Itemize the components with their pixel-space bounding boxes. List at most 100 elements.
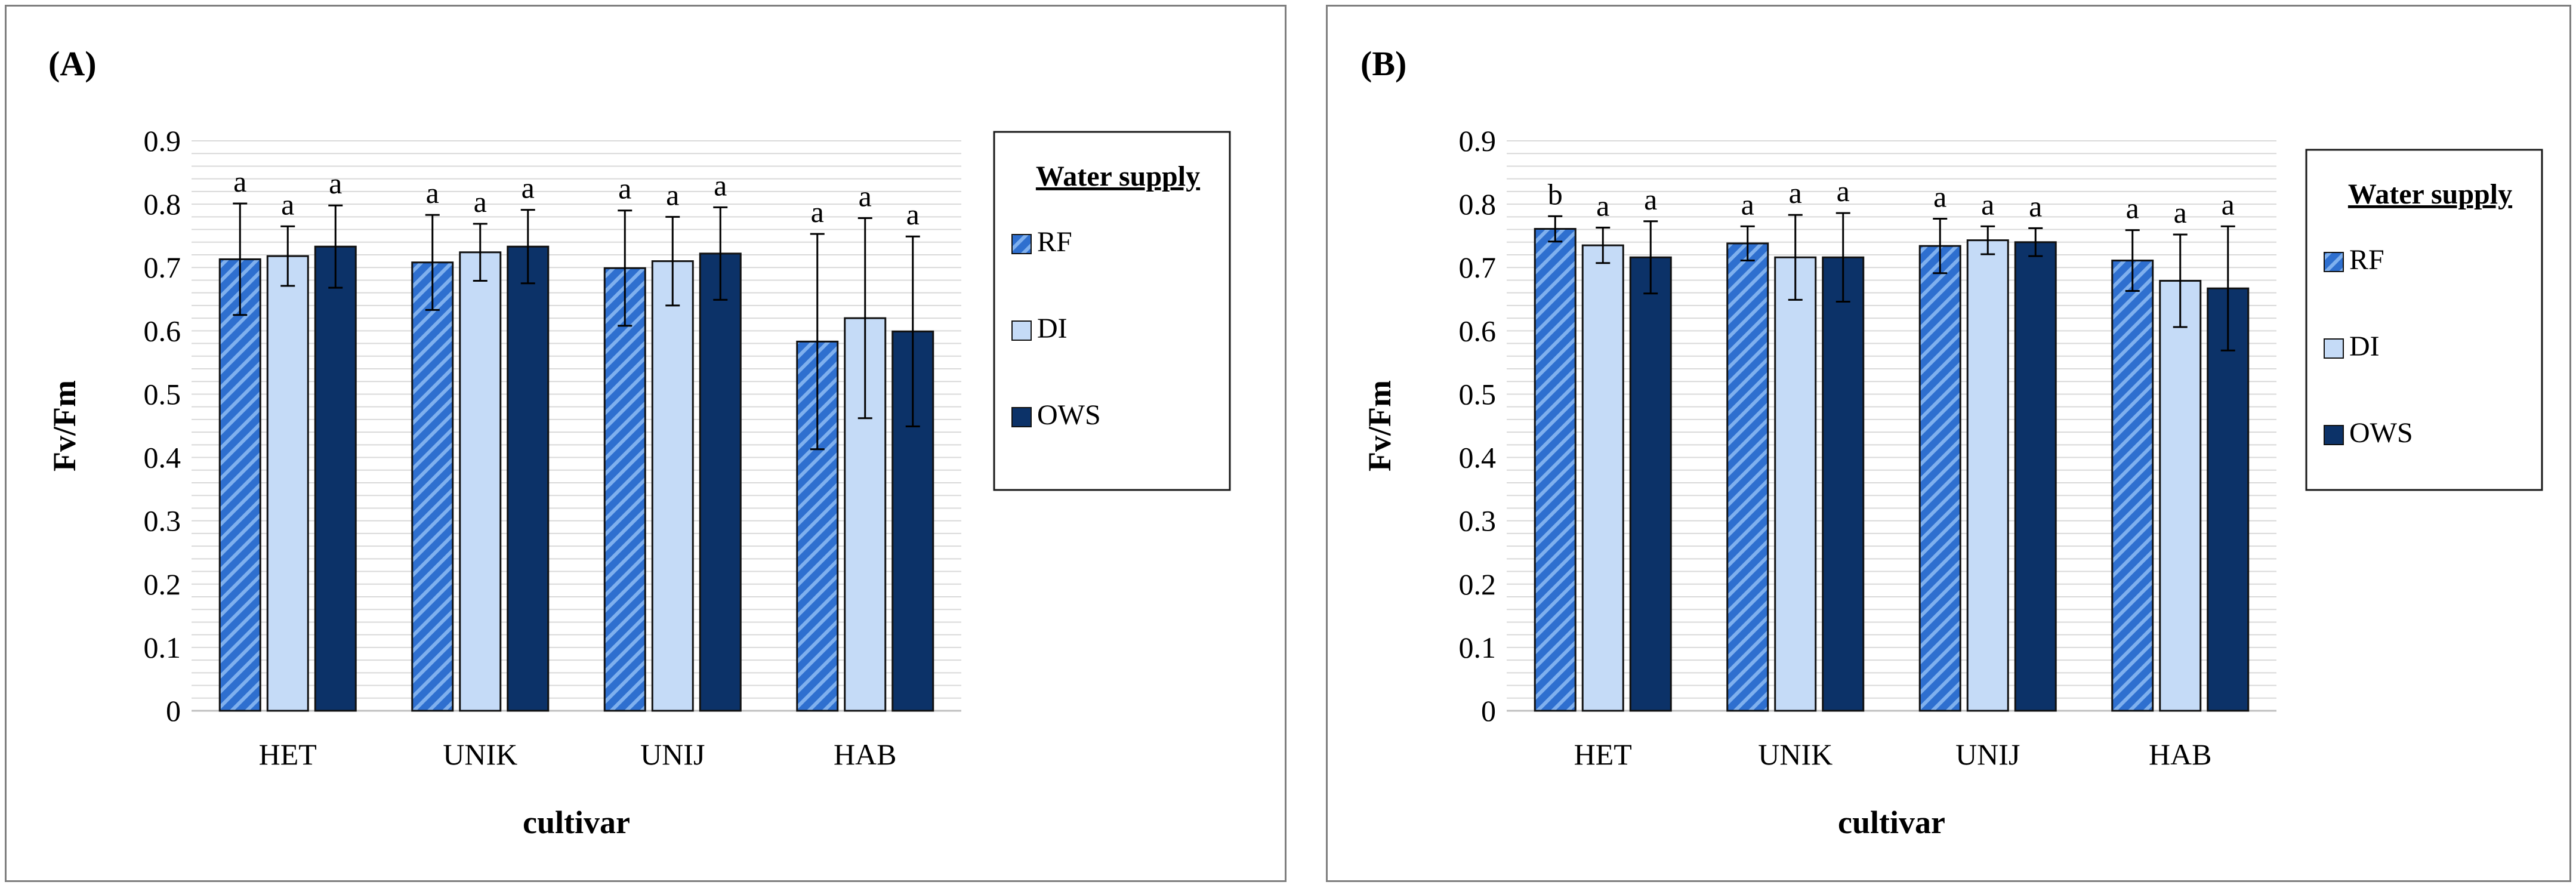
y-tick-label: 0.5 xyxy=(1459,377,1497,411)
y-tick-label: 0.7 xyxy=(1459,251,1497,284)
significance-letter: a xyxy=(859,179,872,212)
panel-label: (B) xyxy=(1361,44,1406,83)
significance-letter: a xyxy=(1644,183,1657,216)
x-tick-label: UNIK xyxy=(443,738,517,771)
significance-letter: a xyxy=(811,195,824,229)
y-tick-label: 0.2 xyxy=(1459,568,1497,601)
y-tick-label: 0 xyxy=(166,694,181,727)
y-tick-label: 0.7 xyxy=(144,251,181,284)
significance-letter: a xyxy=(2029,189,2042,223)
significance-letter: a xyxy=(906,198,920,231)
legend-title: Water supply xyxy=(1036,161,1200,192)
y-tick-label: 0.4 xyxy=(144,441,181,474)
bar-ows xyxy=(1629,256,1672,712)
legend-swatch-ows xyxy=(1011,407,1032,427)
y-tick-label: 0.9 xyxy=(1459,124,1497,158)
significance-letter: a xyxy=(426,176,439,209)
y-axis-title: Fv/Fm xyxy=(1362,380,1397,471)
bar-rf xyxy=(1726,242,1769,712)
y-tick-label: 0.3 xyxy=(1459,504,1497,538)
panel-a: (A) 0 0.1 0.2 0.3 0.4 0.5 0.6 0.7 0.8 0.9 Fv/Fm HET a… xyxy=(5,5,1287,882)
legend-swatch-di xyxy=(2324,338,2344,359)
bar-rf xyxy=(2111,260,2154,712)
bar-ows xyxy=(314,245,357,712)
chart-b-svg: (B) 0 0.1 0.2 0.3 0.4 0.5 0.6 0.7 0.8 0.9 Fv/Fm HET b… xyxy=(1361,44,2543,840)
significance-letter: a xyxy=(1789,176,1802,209)
legend-box xyxy=(993,131,1231,491)
significance-letter: a xyxy=(1596,189,1609,222)
y-tick-label: 0.1 xyxy=(1459,631,1497,664)
significance-letter: a xyxy=(329,167,342,200)
legend-box xyxy=(2305,149,2543,491)
bar-rf xyxy=(1918,245,1961,712)
bar-ows xyxy=(2207,287,2250,712)
significance-letter: a xyxy=(2174,196,2187,229)
significance-letter: a xyxy=(714,168,727,202)
y-tick-label: 0.6 xyxy=(1459,314,1497,347)
bar-di xyxy=(651,260,694,712)
bar-di xyxy=(1581,244,1624,712)
x-axis-title: cultivar xyxy=(523,804,630,840)
bar-ows xyxy=(2014,241,2057,712)
significance-letter: a xyxy=(1741,187,1754,221)
x-tick-label: UNIK xyxy=(1758,738,1832,771)
bar-ows xyxy=(699,252,742,712)
legend-label-rf: RF xyxy=(2349,244,2384,276)
chart-a-svg: (A) 0 0.1 0.2 0.3 0.4 0.5 0.6 0.7 0.8 0.9 Fv/Fm HET a… xyxy=(47,44,1231,840)
x-tick-label: HAB xyxy=(2149,738,2212,771)
significance-letter: a xyxy=(618,172,631,205)
bar-di xyxy=(459,251,502,712)
panel-label: (A) xyxy=(48,44,97,83)
panel-b: (B) 0 0.1 0.2 0.3 0.4 0.5 0.6 0.7 0.8 0.9 Fv/Fm HET b… xyxy=(1326,5,2571,882)
bar-rf xyxy=(218,258,261,712)
legend-swatch-di xyxy=(1011,320,1032,341)
bar-di xyxy=(266,255,309,712)
significance-letter: a xyxy=(2222,187,2235,221)
legend-swatch-rf xyxy=(2324,252,2344,272)
significance-letter: a xyxy=(233,165,246,198)
bar-di xyxy=(2159,280,2202,712)
legend-swatch-ows xyxy=(2324,425,2344,445)
y-axis-title: Fv/Fm xyxy=(47,380,82,471)
significance-letter: a xyxy=(1981,187,1994,221)
bar-ows xyxy=(507,245,550,712)
significance-letter: a xyxy=(666,178,679,211)
bar-rf xyxy=(411,261,454,712)
bar-di xyxy=(1774,256,1817,712)
x-tick-label: HET xyxy=(1574,738,1632,771)
bar-rf xyxy=(1534,227,1577,712)
x-tick-label: HAB xyxy=(834,738,897,771)
legend-label-di: DI xyxy=(2349,331,2380,362)
significance-letter: a xyxy=(522,171,535,205)
significance-letter: a xyxy=(1933,180,1946,214)
y-tick-label: 0.2 xyxy=(144,568,181,601)
x-tick-label: UNIJ xyxy=(640,738,705,771)
bar-ows xyxy=(1822,256,1865,712)
legend-swatch-rf xyxy=(1011,234,1032,254)
legend-title: Water supply xyxy=(2348,178,2512,210)
significance-letter: a xyxy=(1837,174,1850,208)
significance-letter: b xyxy=(1548,177,1563,211)
y-tick-label: 0.8 xyxy=(1459,187,1497,221)
significance-letter: a xyxy=(281,187,294,221)
x-tick-label: UNIJ xyxy=(1955,738,2020,771)
y-tick-label: 0.6 xyxy=(144,314,181,347)
significance-letter: a xyxy=(2126,192,2139,225)
bar-di xyxy=(1966,239,2009,712)
bar-di xyxy=(844,317,887,712)
legend-label-di: DI xyxy=(1037,313,1068,344)
bar-rf xyxy=(603,267,646,712)
x-tick-label: HET xyxy=(259,738,317,771)
y-tick-label: 0.4 xyxy=(1459,441,1497,474)
significance-letter: a xyxy=(474,185,487,218)
y-tick-label: 0.1 xyxy=(144,631,181,664)
y-tick-label: 0 xyxy=(1481,694,1496,727)
legend-label-ows: OWS xyxy=(1037,399,1101,431)
y-tick-label: 0.8 xyxy=(144,187,181,221)
y-tick-label: 0.5 xyxy=(144,377,181,411)
legend-label-ows: OWS xyxy=(2349,417,2413,449)
x-axis-title: cultivar xyxy=(1838,804,1945,840)
y-tick-label: 0.3 xyxy=(144,504,181,538)
legend-label-rf: RF xyxy=(1037,226,1072,258)
y-tick-label: 0.9 xyxy=(144,124,181,158)
